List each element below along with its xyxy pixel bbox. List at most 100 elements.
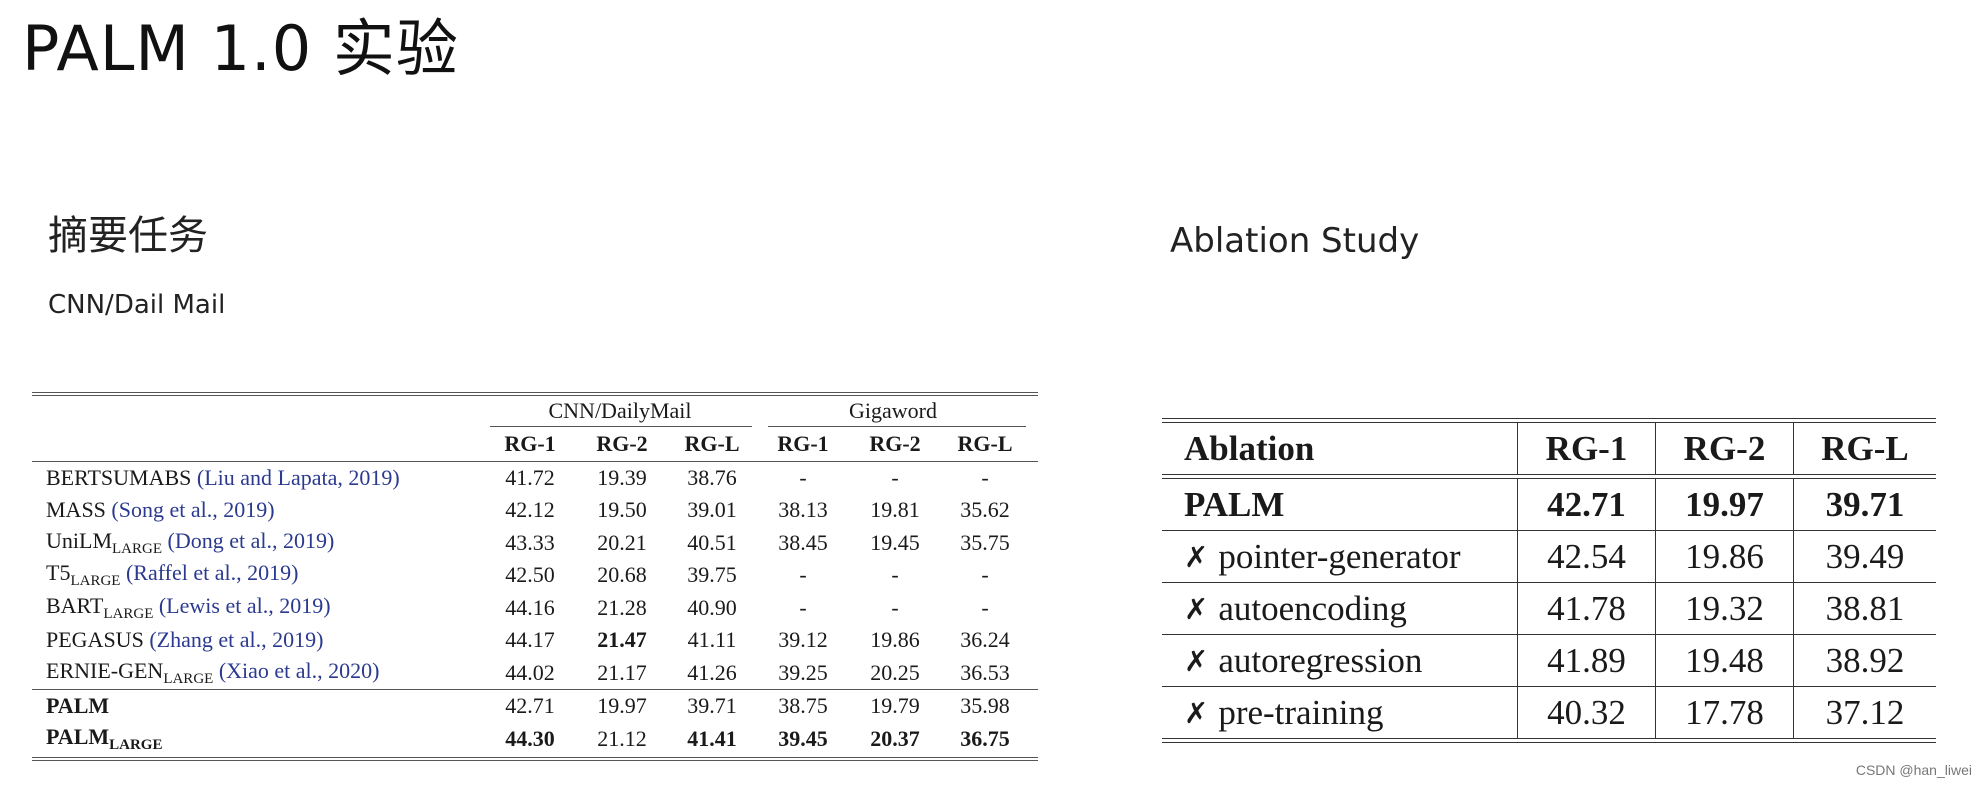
- score-cell: 36.53: [960, 659, 1010, 685]
- col-header: RG-1: [1518, 423, 1656, 474]
- score-cell: 21.28: [597, 594, 647, 620]
- model-size: LARGE: [70, 573, 121, 590]
- score-cell: 19.50: [597, 497, 647, 523]
- score-cell: 38.45: [778, 529, 828, 555]
- score-cell: 42.50: [505, 562, 555, 588]
- ablation-value: 19.97: [1656, 479, 1794, 530]
- model-name: PALM: [46, 723, 110, 749]
- score-cell: 41.26: [687, 659, 737, 685]
- model-name: ERNIE-GEN: [46, 657, 164, 683]
- model-size: LARGE: [103, 605, 154, 622]
- ablation-value: 40.32: [1518, 687, 1656, 738]
- score-cell: 19.45: [870, 529, 920, 555]
- score-cell: 39.12: [778, 627, 828, 653]
- table-row: UniLMLARGE (Dong et al., 2019) 43.33 20.21…: [32, 527, 1038, 560]
- score-cell: 36.24: [960, 627, 1010, 653]
- score-cell: 19.97: [597, 693, 647, 719]
- dataset-subtitle: CNN/Dail Mail: [48, 290, 226, 320]
- score-cell: 19.81: [870, 497, 920, 523]
- model-name: PALM: [46, 693, 110, 719]
- table-row: T5LARGE (Raffel et al., 2019) 42.50 20.68 3…: [32, 559, 1038, 592]
- ablation-label: autoencoding: [1218, 588, 1407, 628]
- group-underlines: [32, 426, 1038, 428]
- cross-mark-icon: ✗: [1184, 591, 1209, 626]
- model-name: BART: [46, 592, 104, 618]
- score-cell: 40.51: [687, 529, 737, 555]
- cross-mark-icon: ✗: [1184, 539, 1209, 574]
- ablation-label: pointer-generator: [1218, 536, 1461, 576]
- col-header: RG-2: [596, 431, 648, 457]
- score-cell: 21.47: [597, 627, 647, 653]
- score-cell: 42.12: [505, 497, 555, 523]
- table-row: BARTLARGE (Lewis et al., 2019) 44.16 21.28…: [32, 592, 1038, 625]
- table-row: ERNIE-GENLARGE (Xiao et al., 2020) 44.02 2…: [32, 657, 1038, 690]
- model-cell: PALMLARGE: [32, 724, 484, 754]
- ablation-title: Ablation Study: [1170, 221, 1420, 261]
- score-cell: -: [981, 562, 989, 588]
- score-cell: 20.37: [870, 725, 920, 751]
- ablation-value: 41.89: [1518, 635, 1656, 686]
- score-cell: 35.62: [960, 497, 1010, 523]
- model-name: T5: [46, 560, 71, 586]
- score-cell: 21.17: [597, 659, 647, 685]
- ablation-value: 42.54: [1518, 531, 1656, 582]
- ablation-row: ✗ autoencoding 41.78 19.32 38.81: [1162, 583, 1936, 634]
- ablation-value: 17.78: [1656, 687, 1794, 738]
- score-cell: 38.13: [778, 497, 828, 523]
- ablation-value: 37.12: [1825, 692, 1905, 732]
- score-cell: 39.71: [687, 693, 737, 719]
- ablation-value: 39.49: [1825, 536, 1905, 576]
- ablation-value: 41.78: [1518, 583, 1656, 634]
- score-cell: 19.39: [597, 464, 647, 490]
- palm-rule: [32, 689, 1038, 690]
- ablation-header: Ablation: [1162, 423, 1518, 474]
- ablation-value: 38.81: [1825, 588, 1905, 628]
- score-cell: 39.01: [687, 497, 737, 523]
- ablation-label-cell: ✗ pointer-generator: [1162, 531, 1518, 582]
- score-cell: 35.98: [960, 693, 1010, 719]
- citation-link: (Zhang et al., 2019): [149, 627, 324, 653]
- score-cell: -: [981, 464, 989, 490]
- table-row: PALM 42.71 19.97 39.71 38.75 19.79 35.98: [32, 690, 1038, 723]
- score-cell: 41.72: [505, 464, 555, 490]
- ablation-row-rule: [1162, 530, 1936, 531]
- table-row: PALMLARGE 44.30 21.12 41.41 39.45 20.37 36.75: [32, 723, 1038, 756]
- model-cell: ERNIE-GENLARGE (Xiao et al., 2020): [32, 658, 484, 688]
- col-header: RG-2: [1656, 423, 1794, 474]
- score-cell: 20.25: [870, 659, 920, 685]
- score-cell: -: [799, 562, 807, 588]
- col-header: RG-L: [957, 431, 1013, 457]
- ablation-row: ✗ pre-training 40.32 17.78 37.12: [1162, 687, 1936, 738]
- group-header-cnn: CNN/DailyMail: [548, 398, 692, 423]
- ablation-value: 38.92: [1825, 640, 1905, 680]
- score-cell: 38.76: [687, 464, 737, 490]
- ablation-header-rule: [1162, 474, 1936, 479]
- ablation-header-row: Ablation RG-1 RG-2 RG-L: [1162, 423, 1936, 474]
- model-size: LARGE: [112, 540, 162, 557]
- score-cell: 19.86: [870, 627, 920, 653]
- ablation-top-rule: [1162, 418, 1936, 423]
- cross-mark-icon: ✗: [1184, 695, 1209, 730]
- col-header: RG-1: [777, 431, 829, 457]
- ablation-table: Ablation RG-1 RG-2 RG-L PALM 42.71 19.97…: [1162, 418, 1936, 743]
- ablation-label-cell: ✗ autoregression: [1162, 635, 1518, 686]
- score-cell: 44.16: [505, 594, 555, 620]
- model-cell: PEGASUS (Zhang et al., 2019): [32, 627, 484, 653]
- table-row: PEGASUS (Zhang et al., 2019) 44.17 21.47 41…: [32, 624, 1038, 657]
- section-title: 摘要任务: [48, 213, 208, 259]
- score-cell: 40.90: [687, 594, 737, 620]
- column-header-row: RG-1 RG-2 RG-L RG-1 RG-2 RG-L: [32, 428, 1038, 461]
- ablation-row-rule: [1162, 582, 1936, 583]
- citation-link: (Dong et al., 2019): [167, 527, 335, 553]
- score-cell: 39.75: [687, 562, 737, 588]
- col-header: RG-2: [869, 431, 921, 457]
- palm-rows: PALM 42.71 19.97 39.71 38.75 19.79 35.98 PALMLA…: [32, 690, 1038, 755]
- score-cell: -: [891, 562, 899, 588]
- slide-title: PALM 1.0 实验: [22, 12, 459, 85]
- ablation-row-rule: [1162, 634, 1936, 635]
- ablation-label: PALM: [1162, 479, 1518, 530]
- header-rule: [32, 460, 1038, 462]
- group-header-row: CNN/DailyMail Gigaword: [32, 396, 1038, 426]
- model-cell: T5LARGE (Raffel et al., 2019): [32, 560, 484, 590]
- model-name: BERTSUMABS: [46, 464, 192, 490]
